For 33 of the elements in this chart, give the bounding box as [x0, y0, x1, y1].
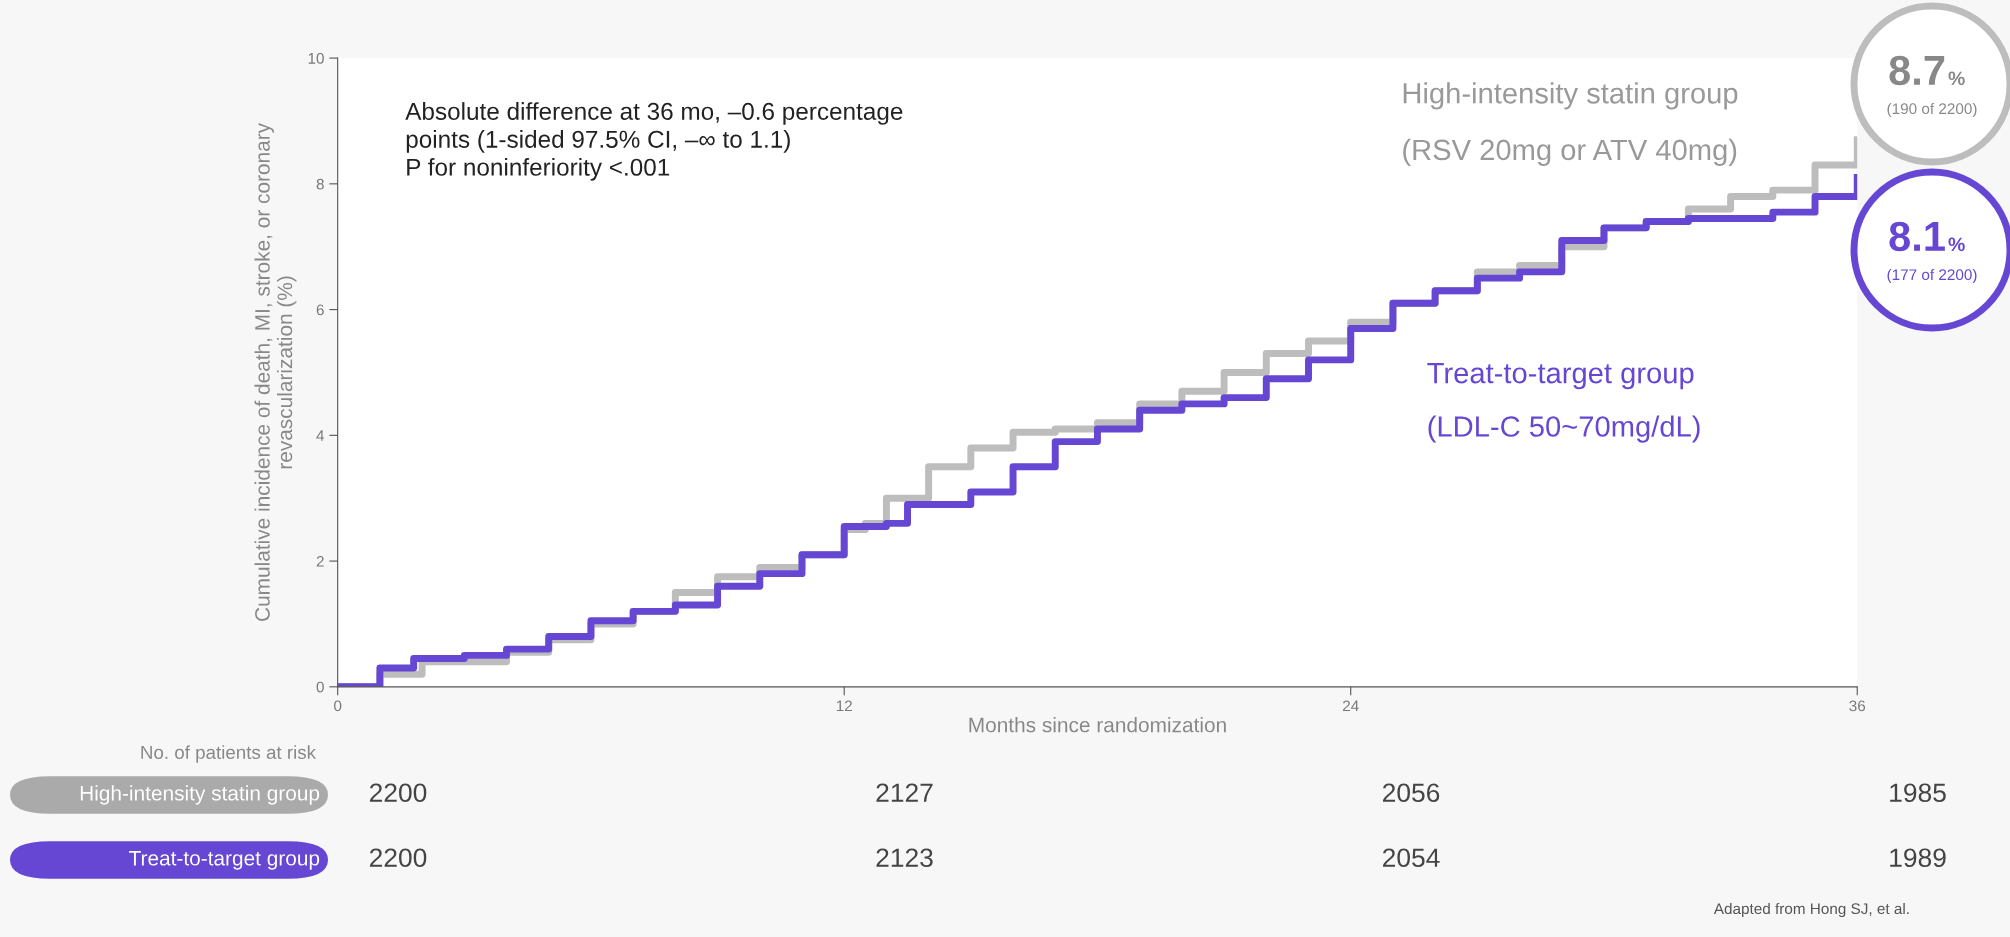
series-label: Treat-to-target group — [1427, 363, 1694, 390]
text: Adapted from Hong SJ, et al. — [1713, 902, 1909, 918]
text: 2123 — [876, 848, 933, 868]
y-tick-label: 10 — [308, 52, 324, 64]
text: 1989 — [1890, 848, 1946, 868]
annotation: (RSV 20mg or ATV 40mg) — [1403, 138, 1737, 166]
y-axis-title: Cumulative incidence of death, MI, stroke, or coronary revascularization (%) — [254, 122, 297, 621]
y-tick-label: 8 — [316, 178, 324, 190]
text: High-intensity statin group — [80, 785, 320, 805]
text: (190 of 2200) — [1887, 102, 1977, 118]
text: Treat-to-target group — [129, 851, 320, 870]
annotation: Absolute difference at 36 mo, –0.6 percentage points (1-sided 97.5% CI, –∞ to 1.1) P for noninferiority <.001 — [405, 102, 903, 181]
text: 2054 — [1383, 848, 1440, 868]
y-tick-label: 4 — [316, 430, 325, 441]
text: 2056 — [1383, 783, 1440, 803]
text: No. of patients at risk — [141, 745, 317, 763]
x-axis-title: Months since randomization — [969, 717, 1226, 733]
x-tick-label: 12 — [836, 700, 852, 712]
y-tick-label: 6 — [316, 304, 324, 316]
text: 2127 — [876, 783, 933, 802]
y-tick-label: 2 — [316, 555, 324, 567]
annotation: (LDL-C 50~70mg/dL) — [1428, 415, 1700, 443]
text: 2200 — [369, 783, 427, 803]
x-tick-label: 36 — [1849, 700, 1866, 712]
text: (177 of 2200) — [1887, 268, 1977, 284]
text: 1985 — [1890, 783, 1946, 803]
text: 8.1% — [1889, 221, 1965, 252]
text: High-intensity statin group — [1403, 82, 1738, 110]
text: 2200 — [369, 848, 427, 868]
text: 8.7% — [1889, 55, 1965, 86]
y-tick-label: 0 — [316, 681, 324, 693]
x-tick-label: 24 — [1342, 700, 1359, 712]
x-tick-label: 0 — [334, 700, 342, 712]
